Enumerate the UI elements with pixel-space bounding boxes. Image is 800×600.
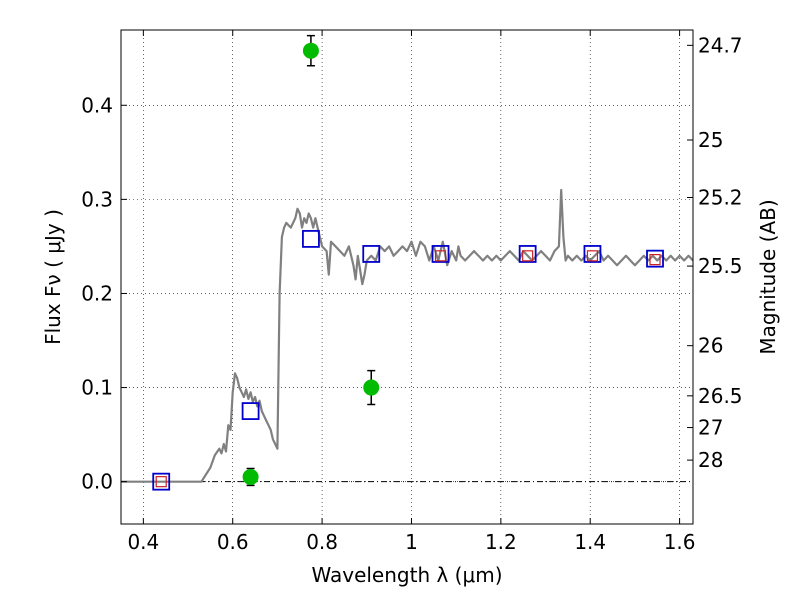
right-tick-label: 27	[698, 416, 723, 440]
upper-limit-square	[522, 250, 534, 262]
points-layer	[152, 34, 664, 491]
right-tick-label: 25.5	[698, 254, 743, 278]
right-tick-label: 25.2	[698, 185, 743, 209]
x-tick-label: 1.2	[485, 530, 517, 554]
right-tick-label: 25	[698, 128, 723, 152]
y-tick-label: 0.2	[81, 281, 113, 305]
plot-frame	[120, 29, 694, 525]
right-ticks: 24.7 25 25.2 25.5 26 26.5 27 28	[687, 33, 743, 472]
y-tick-label: 0.0	[81, 470, 113, 494]
right-axis-label: Magnitude (AB)	[756, 199, 780, 354]
y-tick-label: 0.1	[81, 376, 113, 400]
x-axis-label: Wavelength λ (μm)	[311, 563, 502, 587]
x-tick-label: 0.6	[217, 530, 249, 554]
model-photometry-square	[583, 245, 602, 263]
observed-flux-point	[242, 468, 259, 485]
x-ticks: 0.4 0.6 0.8 1 1.2 1.4 1.6	[127, 30, 696, 554]
upper-limit-square	[155, 476, 167, 488]
y-axis-label: Flux Fν ( μJy )	[41, 209, 65, 345]
model-photometry-square	[362, 245, 381, 263]
upper-limit-square	[434, 250, 447, 262]
y-ticks: 0.0 0.1 0.2 0.3 0.4	[81, 93, 127, 494]
upper-limit-square	[586, 250, 599, 262]
observed-flux-point	[363, 379, 380, 396]
x-tick-label: 1	[405, 530, 418, 554]
model-photometry-square	[302, 229, 320, 248]
y-tick-label: 0.3	[81, 187, 113, 211]
upper-limit-square	[649, 253, 661, 266]
model-photometry-square	[646, 249, 664, 268]
x-tick-label: 0.8	[306, 530, 338, 554]
right-tick-label: 28	[698, 448, 723, 472]
x-tick-label: 0.4	[127, 530, 159, 554]
x-tick-label: 1.4	[574, 530, 606, 554]
observed-flux-point	[302, 42, 319, 59]
y-tick-label: 0.4	[81, 93, 113, 117]
x-tick-label: 1.6	[664, 530, 696, 554]
model-photometry-square	[241, 402, 260, 420]
grid-lines	[121, 30, 693, 524]
right-tick-label: 26	[698, 334, 723, 358]
right-tick-label: 26.5	[698, 384, 743, 408]
model-photometry-square	[431, 245, 450, 263]
right-tick-label: 24.7	[698, 33, 743, 57]
model-photometry-square	[152, 472, 171, 491]
model-photometry-square	[518, 245, 537, 263]
